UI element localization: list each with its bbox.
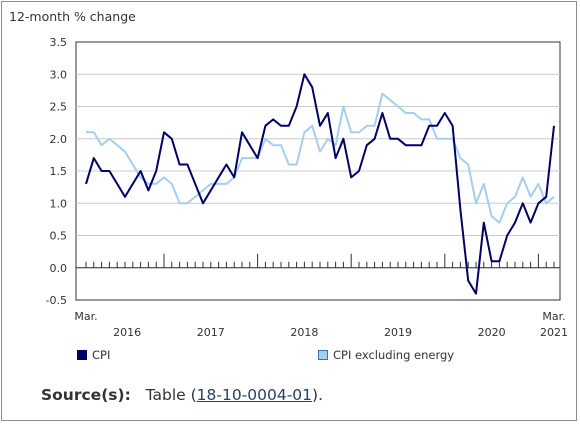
y-tick-label: 0.5 (50, 230, 68, 243)
y-tick-label: 2.0 (50, 133, 68, 146)
y-tick-label: 2.5 (50, 101, 68, 114)
source-text-after: ). (312, 386, 324, 404)
y-tick-label: 3.5 (50, 36, 68, 49)
y-tick-label: -0.5 (46, 294, 67, 307)
series-layer (85, 73, 555, 295)
x-year-label: 2019 (384, 326, 412, 339)
x-year-label: 2020 (478, 326, 506, 339)
x-axis-labels: Mar. Mar. 2016 2017 2018 2019 2020 2021 (74, 310, 568, 339)
source-table-link[interactable]: 18-10-0004-01 (196, 386, 313, 404)
legend-item-cpi: CPI (77, 348, 110, 362)
x-first-month-label: Mar. (74, 310, 97, 323)
source-note: Source(s): Table (18-10-0004-01). (41, 386, 323, 404)
x-year-label: 2018 (290, 326, 318, 339)
series-line-cpi (85, 73, 555, 295)
y-tick-labels: 3.5 3.0 2.5 2.0 1.5 1.0 0.5 0.0 -0.5 (46, 36, 67, 307)
y-tick-label: 1.5 (50, 165, 68, 178)
source-text-before: Table ( (145, 386, 197, 404)
series-line-cpi-excluding-energy (86, 92, 555, 224)
x-year-label: 2021 (540, 326, 568, 339)
legend-swatch-cpi (77, 350, 87, 360)
source-label: Source(s): (41, 386, 131, 404)
y-tick-label: 1.0 (50, 197, 68, 210)
legend-label-cpi-excluding-energy: CPI excluding energy (333, 348, 455, 362)
y-axis-title: 12-month % change (9, 9, 136, 24)
y-tick-label: 0.0 (50, 262, 68, 275)
x-last-month-label: Mar. (542, 310, 565, 323)
x-year-label: 2017 (197, 326, 225, 339)
legend-swatch-cpi-excluding-energy (318, 350, 328, 360)
x-axis-ticks (85, 253, 555, 268)
legend-label-cpi: CPI (92, 348, 111, 362)
y-tick-label: 3.0 (50, 68, 68, 81)
legend-item-cpi-excluding-energy: CPI excluding energy (318, 348, 454, 362)
x-year-label: 2016 (113, 326, 141, 339)
